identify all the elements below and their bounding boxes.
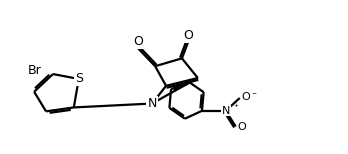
Text: $^+$: $^+$ [232,102,239,111]
Text: $^-$: $^-$ [250,90,257,99]
Text: Br: Br [27,64,41,77]
Text: O: O [238,122,246,132]
Text: N: N [148,97,157,110]
Text: O: O [133,34,143,48]
Text: O: O [242,92,251,102]
Text: O: O [183,29,193,42]
Text: S: S [75,73,83,85]
Text: N: N [222,106,230,116]
